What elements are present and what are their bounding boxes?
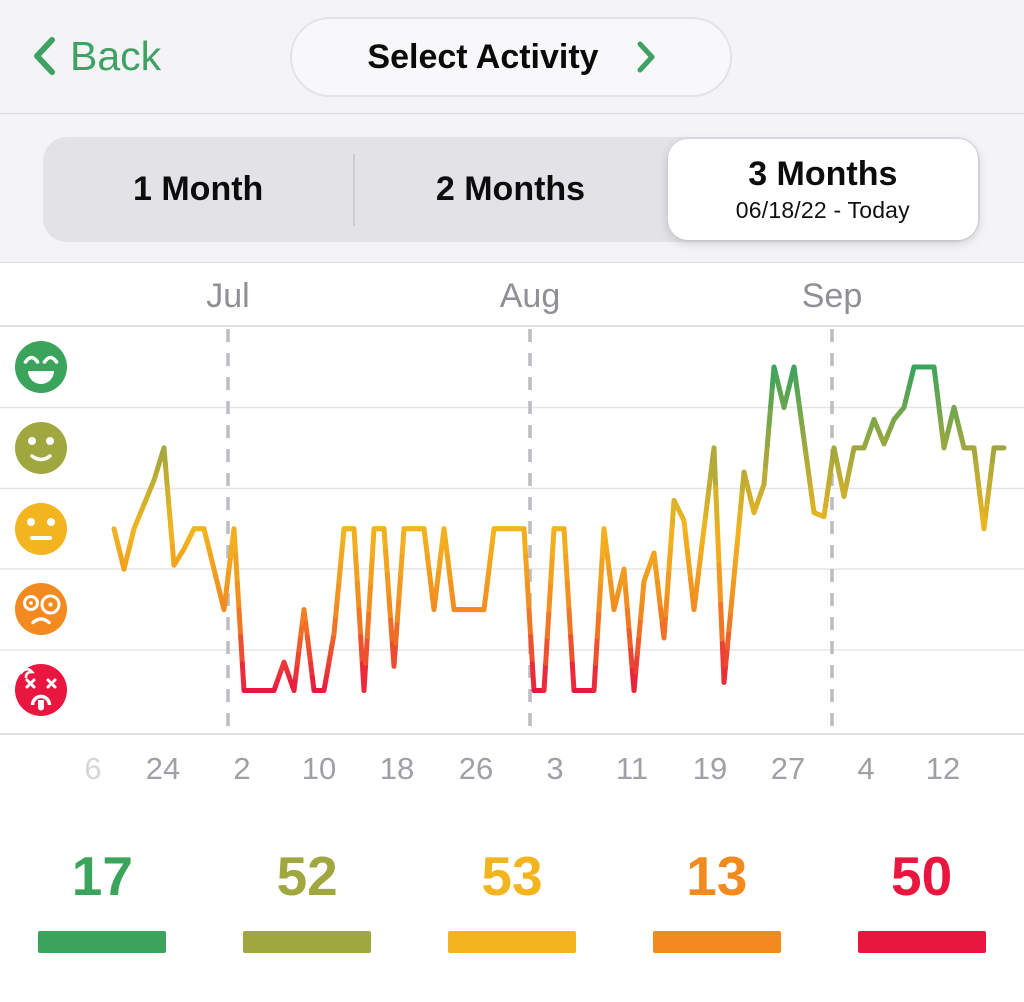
stat-bad-bar [652,931,781,953]
header-background: Back Select Activity 1 Month 2 Months 3 … [0,0,1024,263]
dead-face-icon [15,664,67,716]
tab-3-months-label: 3 Months [748,155,898,193]
tab-2-months[interactable]: 2 Months [355,137,665,242]
x-tick-label: 10 [301,751,337,786]
nav-bar: Back Select Activity [0,0,1024,114]
chart-plot [0,325,1024,735]
stat-great: 17 [0,811,205,953]
x-tick-label: 19 [692,751,728,786]
mood-count-stats: 17 52 53 13 50 [0,811,1024,953]
x-tick-label: 11 [615,751,649,786]
stat-great-count: 17 [71,845,133,907]
month-label: Jul [206,277,250,315]
x-tick-label: 12 [925,751,961,786]
x-tick-label: 6 [84,751,102,786]
x-tick-label: 18 [379,751,415,786]
mood-line-chart: Jul Aug Sep 6 24 2 10 18 26 3 11 19 27 4 12 [0,263,1024,811]
select-activity-label: Select Activity [367,37,599,76]
time-range-segmented-control: 1 Month 2 Months 3 Months 06/18/22 - Tod… [43,137,980,242]
x-tick-label: 26 [458,751,494,786]
stat-bad-count: 13 [686,845,748,907]
back-button[interactable]: Back [26,22,167,90]
month-label: Sep [801,277,863,315]
x-tick-label: 3 [546,751,564,786]
chevron-right-icon [637,41,655,73]
select-activity-button[interactable]: Select Activity [290,17,732,97]
stat-good: 52 [205,811,410,953]
stat-awful-bar [857,931,986,953]
x-tick-label: 2 [233,751,251,786]
stat-awful: 50 [819,811,1024,953]
tab-1-month-label: 1 Month [133,170,264,208]
stat-meh-count: 53 [481,845,543,907]
back-label: Back [70,32,162,79]
x-tick-label: 27 [770,751,806,786]
stat-meh: 53 [410,811,615,953]
tab-1-month[interactable]: 1 Month [43,137,353,242]
laughing-face-icon [15,341,67,393]
stat-meh-bar [447,931,576,953]
month-label: Aug [499,277,561,315]
segment-divider [353,153,356,226]
smiling-face-icon [15,422,67,474]
tab-3-months-selected[interactable]: 3 Months 06/18/22 - Today [667,139,978,240]
stat-bad: 13 [614,811,819,953]
stat-good-bar [243,931,372,953]
stat-great-bar [38,931,167,953]
stat-awful-count: 50 [890,845,953,907]
x-tick-label: 4 [857,751,875,786]
stat-good-count: 52 [276,845,338,907]
neutral-face-icon [15,503,67,555]
worried-face-icon [15,583,67,635]
tab-2-months-label: 2 Months [435,170,586,208]
chevron-left-icon [34,37,55,75]
tab-3-months-range: 06/18/22 - Today [735,197,910,223]
x-tick-label: 24 [145,751,181,786]
